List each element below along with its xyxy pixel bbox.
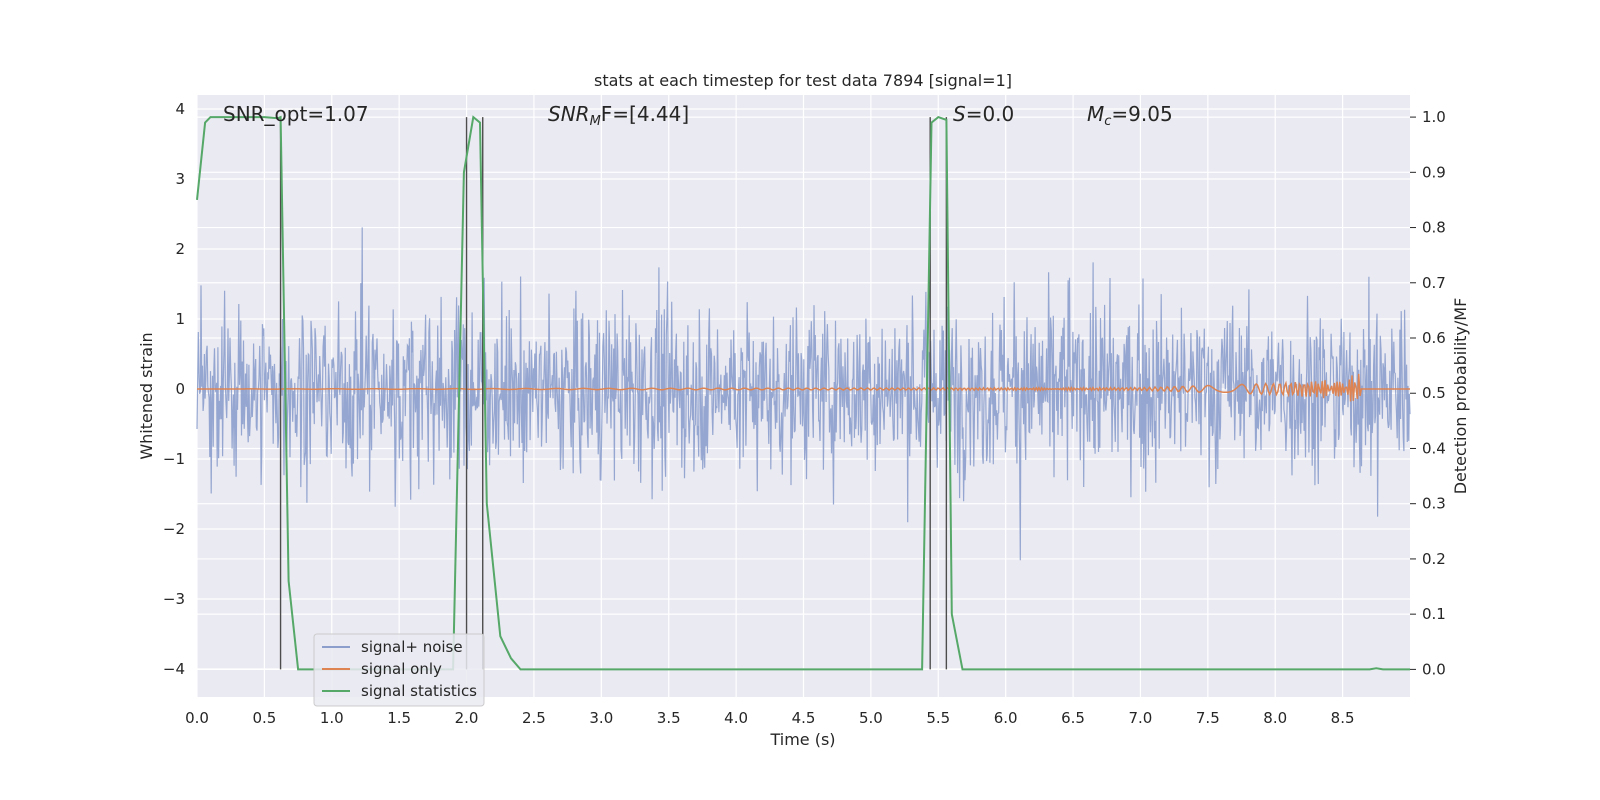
y-tick-label: 4 xyxy=(175,100,185,118)
x-tick-label: 7.0 xyxy=(1129,709,1153,727)
x-tick-label: 2.5 xyxy=(522,709,546,727)
x-tick-label: 8.0 xyxy=(1263,709,1287,727)
x-tick-label: 3.5 xyxy=(657,709,681,727)
y-tick-label: −4 xyxy=(163,660,185,678)
chart-title: stats at each timestep for test data 789… xyxy=(594,71,1012,90)
y-right-axis-label: Detection probability/MF xyxy=(1451,298,1470,495)
legend-label-signal-plus-noise: signal+ noise xyxy=(361,638,463,656)
x-axis-ticks: 0.0 0.5 1.0 1.5 2.0 2.5 3.0 3.5 4.0 4.5 5.0 5.5 6.0 6… xyxy=(185,709,1354,727)
legend-label-signal-only: signal only xyxy=(361,660,442,678)
y-tick-label: 1 xyxy=(175,310,185,328)
y-right-tick-label: 0.2 xyxy=(1422,550,1446,568)
series-signal-only xyxy=(197,373,1410,402)
x-tick-label: 1.0 xyxy=(320,709,344,727)
signal-only-line xyxy=(197,373,1410,402)
vertical-markers xyxy=(279,117,948,670)
statistics-line xyxy=(196,115,1410,671)
annotation-snr-opt: SNR_opt=1.07 xyxy=(223,102,369,126)
y-right-tick-label: 0.4 xyxy=(1422,439,1446,457)
x-tick-label: 3.0 xyxy=(589,709,613,727)
x-tick-label: 5.0 xyxy=(859,709,883,727)
x-axis-label: Time (s) xyxy=(769,730,835,749)
x-tick-label: 4.5 xyxy=(792,709,816,727)
y-right-tick-label: 0.6 xyxy=(1422,329,1446,347)
x-tick-label: 2.0 xyxy=(455,709,479,727)
noise-line xyxy=(196,227,1411,561)
series-signal-plus-noise xyxy=(196,227,1411,561)
x-tick-label: 8.5 xyxy=(1331,709,1355,727)
x-tick-label: 6.5 xyxy=(1061,709,1085,727)
annotation-mc: Mc=9.05 xyxy=(1087,102,1173,129)
x-tick-label: 7.5 xyxy=(1196,709,1220,727)
x-tick-label: 0.5 xyxy=(252,709,276,727)
legend: signal+ noise signal only signal statist… xyxy=(313,633,485,707)
y-right-tick-label: 0.5 xyxy=(1422,384,1446,402)
annotation-s: S=0.0 xyxy=(953,102,1014,126)
series-signal-statistics xyxy=(196,115,1410,671)
y-right-tick-label: 0.0 xyxy=(1422,660,1446,678)
y-right-tick-label: 0.3 xyxy=(1422,495,1446,513)
y-right-tick-label: 0.8 xyxy=(1422,219,1446,237)
y-tick-label: 2 xyxy=(175,240,185,258)
y-tick-label: −3 xyxy=(163,590,185,608)
x-tick-label: 6.0 xyxy=(994,709,1018,727)
legend-label-signal-statistics: signal statistics xyxy=(361,682,477,700)
y-tick-label: −1 xyxy=(163,450,185,468)
y-tick-label: 0 xyxy=(175,380,185,398)
y-axis-label: Whitened strain xyxy=(137,332,156,459)
y-right-axis-ticks: 1.0 0.9 0.8 0.7 0.6 0.5 0.4 0.3 0.2 0.1 0.0 xyxy=(1410,108,1446,678)
x-tick-label: 4.0 xyxy=(724,709,748,727)
x-tick-label: 0.0 xyxy=(185,709,209,727)
x-tick-label: 1.5 xyxy=(387,709,411,727)
legend-box xyxy=(313,633,485,707)
y-tick-label: −2 xyxy=(163,520,185,538)
y-right-tick-label: 0.1 xyxy=(1422,605,1446,623)
y-right-tick-label: 0.7 xyxy=(1422,274,1446,292)
y-tick-label: 3 xyxy=(175,170,185,188)
y-axis-ticks: 4 3 2 1 0 −1 −2 −3 −4 xyxy=(163,100,185,678)
annotation-snr-mf: SNRMF=[4.44] xyxy=(548,102,689,129)
x-tick-label: 5.5 xyxy=(926,709,950,727)
y-right-tick-label: 0.9 xyxy=(1422,163,1446,181)
y-right-tick-label: 1.0 xyxy=(1422,108,1446,126)
